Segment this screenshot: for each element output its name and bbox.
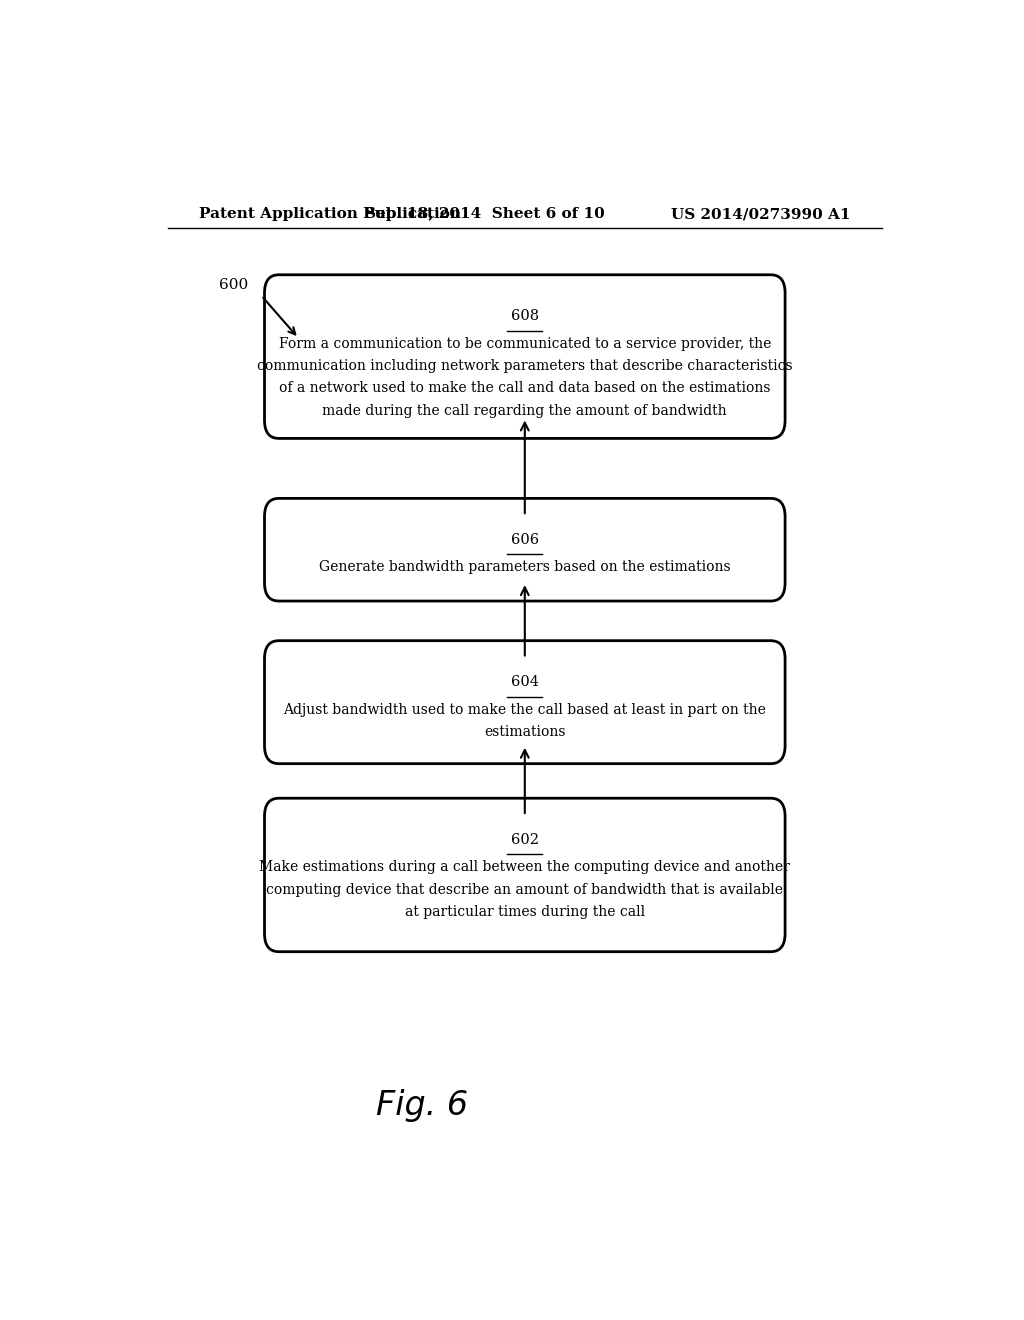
Text: Make estimations during a call between the computing device and another: Make estimations during a call between t…: [259, 861, 791, 874]
Text: communication including network parameters that describe characteristics: communication including network paramete…: [257, 359, 793, 374]
FancyBboxPatch shape: [264, 799, 785, 952]
FancyBboxPatch shape: [264, 275, 785, 438]
Text: US 2014/0273990 A1: US 2014/0273990 A1: [671, 207, 850, 222]
Text: estimations: estimations: [484, 725, 565, 739]
Text: computing device that describe an amount of bandwidth that is available: computing device that describe an amount…: [266, 883, 783, 896]
FancyBboxPatch shape: [264, 640, 785, 764]
Text: Patent Application Publication: Patent Application Publication: [200, 207, 462, 222]
FancyBboxPatch shape: [264, 499, 785, 601]
Text: at particular times during the call: at particular times during the call: [404, 906, 645, 919]
Text: made during the call regarding the amount of bandwidth: made during the call regarding the amoun…: [323, 404, 727, 418]
Text: 606: 606: [511, 533, 539, 546]
Text: Adjust bandwidth used to make the call based at least in part on the: Adjust bandwidth used to make the call b…: [284, 702, 766, 717]
Text: 608: 608: [511, 309, 539, 323]
Text: Sep. 18, 2014  Sheet 6 of 10: Sep. 18, 2014 Sheet 6 of 10: [366, 207, 605, 222]
Text: 600: 600: [219, 279, 249, 293]
Text: Fig. 6: Fig. 6: [376, 1089, 468, 1122]
Text: Form a communication to be communicated to a service provider, the: Form a communication to be communicated …: [279, 337, 771, 351]
Text: Generate bandwidth parameters based on the estimations: Generate bandwidth parameters based on t…: [319, 561, 730, 574]
Text: 604: 604: [511, 676, 539, 689]
Text: of a network used to make the call and data based on the estimations: of a network used to make the call and d…: [280, 381, 770, 396]
Text: 602: 602: [511, 833, 539, 847]
